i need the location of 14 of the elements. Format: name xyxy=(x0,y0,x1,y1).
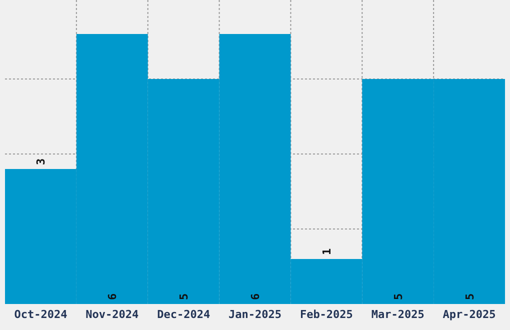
data-label: 3 xyxy=(34,158,48,165)
x-tick-label: Dec-2024 xyxy=(157,308,210,321)
data-label: 5 xyxy=(463,293,476,300)
data-label: 6 xyxy=(249,293,262,300)
x-tick-label: Jan-2025 xyxy=(228,308,282,321)
data-label: 1 xyxy=(320,248,334,255)
data-label: 6 xyxy=(106,293,120,300)
x-tick-label: Apr-2025 xyxy=(442,308,496,321)
data-label: 5 xyxy=(178,293,191,300)
x-tick-label: Oct-2024 xyxy=(14,308,68,321)
x-tick-label: Nov-2024 xyxy=(86,308,140,321)
data-label: 5 xyxy=(392,293,405,300)
x-tick-label: Mar-2025 xyxy=(371,308,424,321)
x-tick-label: Feb-2025 xyxy=(300,308,353,321)
